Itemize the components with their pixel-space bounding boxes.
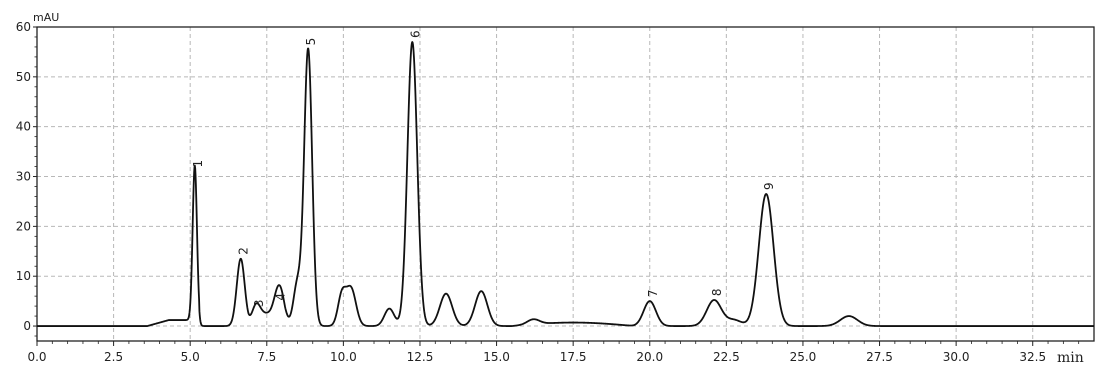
- x-axis-unit-label: min: [1057, 350, 1084, 366]
- y-axis-unit-label: mAU: [33, 11, 59, 24]
- chromatogram-trace: [36, 41, 1095, 327]
- x-tick-label: 0.0: [27, 350, 46, 364]
- x-tick-label: 27.5: [866, 350, 893, 364]
- peak-label-8: 8: [710, 288, 724, 296]
- x-tick-label: 25.0: [790, 350, 817, 364]
- peak-label-4: 4: [274, 293, 288, 301]
- x-axis: 0.0 2.5 5.0 7.5 10.0 12.5 15.0 17.5 20.0 22.5 25.0…: [27, 341, 1046, 364]
- y-tick-label: 50: [16, 70, 31, 84]
- peak-label-1: 1: [191, 160, 205, 168]
- x-tick-label: 20.0: [636, 350, 663, 364]
- peak-label-5: 5: [304, 38, 318, 46]
- x-tick-label: 22.5: [713, 350, 740, 364]
- peak-label-3: 3: [252, 299, 266, 307]
- y-tick-label: 30: [16, 170, 31, 184]
- y-tick-label: 40: [16, 120, 31, 134]
- peak-label-7: 7: [646, 289, 660, 297]
- x-tick-label: 32.5: [1019, 350, 1046, 364]
- x-tick-label: 30.0: [943, 350, 970, 364]
- y-tick-label: 0: [23, 319, 31, 333]
- peak-label-2: 2: [237, 247, 251, 255]
- y-tick-label: 10: [16, 269, 31, 283]
- x-tick-label: 17.5: [560, 350, 587, 364]
- y-tick-label: 20: [16, 219, 31, 233]
- peak-label-9: 9: [762, 182, 776, 190]
- x-tick-label: 10.0: [330, 350, 357, 364]
- x-tick-label: 15.0: [483, 350, 510, 364]
- peak-label-6: 6: [408, 30, 422, 38]
- y-axis: 0 10 20 30 40 50 60: [16, 20, 37, 333]
- x-tick-label: 2.5: [104, 350, 123, 364]
- peak-labels: 1 2 34 5 6 7 8 9: [191, 30, 776, 307]
- x-tick-label: 7.5: [257, 350, 276, 364]
- plot-frame: [36, 26, 1095, 342]
- x-tick-label: 12.5: [407, 350, 434, 364]
- y-tick-label: 60: [16, 20, 31, 34]
- x-tick-label: 5.0: [181, 350, 200, 364]
- grid-lines: [37, 27, 1094, 341]
